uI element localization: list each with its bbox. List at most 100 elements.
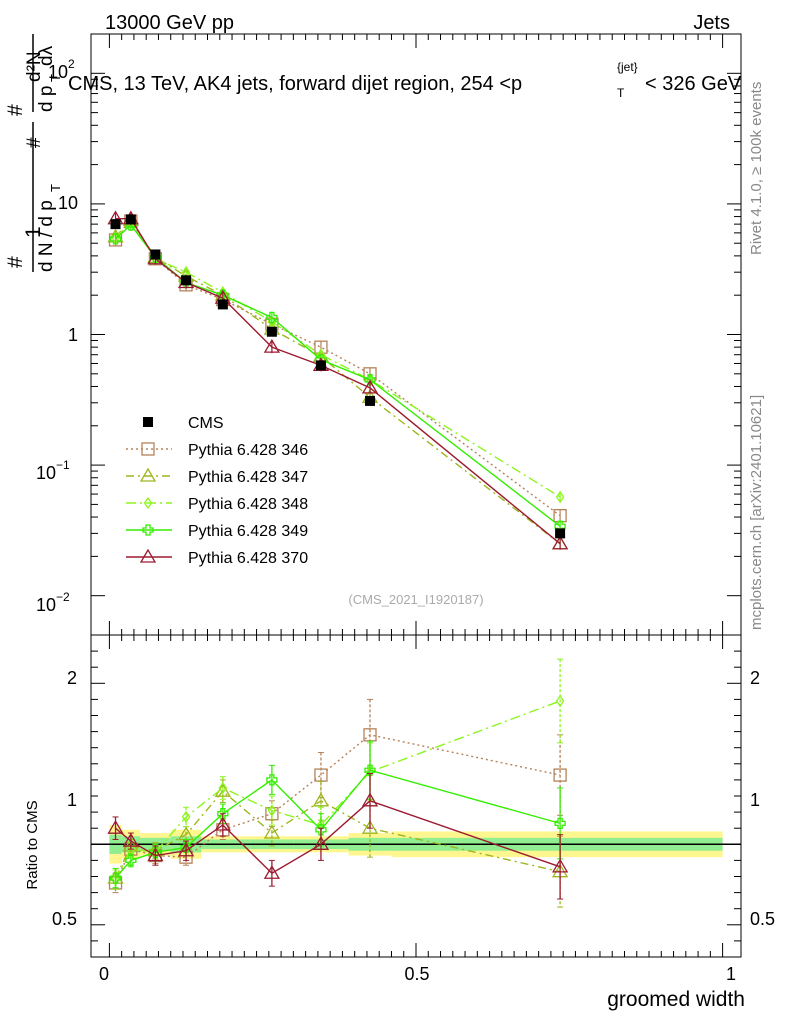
ratio-point <box>217 808 229 820</box>
svg-text:T: T <box>48 184 63 192</box>
series-point <box>263 338 281 353</box>
y-tick-0p01: 10 <box>36 595 56 615</box>
svg-text:d N / d p: d N / d p <box>36 200 57 272</box>
ratio-point <box>109 872 122 884</box>
ratio-point <box>125 854 137 867</box>
chart-title-text: CMS, 13 TeV, AK4 jets, forward dijet reg… <box>68 73 522 95</box>
legend-label-cms: CMS <box>188 415 224 432</box>
legend-marker-1 <box>139 467 157 482</box>
legend-marker-2 <box>143 496 153 510</box>
y-tick-100: 10 <box>48 62 68 82</box>
series-line-0 <box>114 219 561 517</box>
x-axis-label: groomed width <box>607 988 745 1011</box>
legend-label-2: Pythia 6.428 348 <box>188 496 308 513</box>
x-tick-1: 1 <box>726 964 736 984</box>
cms-data-point <box>181 275 192 286</box>
cms-data-point <box>110 219 121 230</box>
ratio-point <box>214 816 231 831</box>
series-line-4 <box>115 218 561 545</box>
ratio-point <box>266 774 278 786</box>
main-frame <box>90 33 742 636</box>
ratio-tick-1-right: 1 <box>750 790 760 810</box>
series-point <box>361 379 379 394</box>
ratio-point <box>312 836 330 850</box>
ratio-point <box>312 792 330 807</box>
svg-text:#: # <box>4 104 27 116</box>
ratio-point <box>181 810 191 824</box>
legend-label-4: Pythia 6.428 370 <box>188 550 308 567</box>
cms-data-point <box>315 360 326 371</box>
rivet-label: Rivet 4.1.0, ≥ 100k events <box>748 82 765 255</box>
series-point <box>555 490 565 504</box>
ratio-tick-0p5-right: 0.5 <box>750 909 775 929</box>
y-tick-10: 10 <box>58 193 78 213</box>
chart-title: CMS, 13 TeV, AK4 jets, forward dijet reg… <box>68 60 742 100</box>
legend-marker-4 <box>139 548 157 563</box>
ratio-point <box>180 841 192 854</box>
y-tick-100-exp: 2 <box>68 57 75 71</box>
svg-text:#: # <box>4 256 27 268</box>
ratio-tick-0p5-left: 0.5 <box>52 909 77 929</box>
header-energy: 13000 GeV pp <box>105 12 234 34</box>
ratio-point <box>553 768 567 782</box>
y-tick-0p1: 10 <box>36 463 56 483</box>
chart-title-sup: {jet} <box>617 60 638 74</box>
cms-data-point <box>365 395 376 406</box>
legend-label-0: Pythia 6.428 346 <box>188 442 308 459</box>
main-panel <box>91 33 741 957</box>
ratio-point <box>554 817 566 830</box>
ratio-panel <box>91 658 741 908</box>
cms-data-point <box>150 249 161 260</box>
legend-marker-0 <box>141 442 155 456</box>
header-jets: Jets <box>693 12 730 34</box>
ratio-line-0 <box>114 734 561 884</box>
ratio-point <box>149 846 162 858</box>
series-line-1 <box>115 219 561 545</box>
ratio-line-3 <box>114 769 561 879</box>
ratio-point <box>555 694 565 708</box>
series-point <box>551 535 569 550</box>
legend-label-1: Pythia 6.428 347 <box>188 469 308 486</box>
series-point <box>109 233 122 245</box>
svg-text:d²N: d²N <box>24 51 45 82</box>
mcplots-label: mcplots.cern.ch [arXiv:2401.10621] <box>748 395 765 630</box>
ratio-point <box>267 804 277 817</box>
series-line-2 <box>115 220 561 498</box>
ratio-point <box>361 819 379 834</box>
chart-title-sub: T <box>617 86 625 100</box>
y-tick-1: 1 <box>68 325 78 345</box>
ratio-point <box>122 837 139 852</box>
legend-marker-3 <box>142 524 154 536</box>
ratio-point <box>218 781 228 795</box>
axis-ticks <box>91 33 741 957</box>
ratio-point <box>107 819 124 834</box>
ratio-tick-1-left: 1 <box>67 790 77 810</box>
legend: CMS Pythia 6.428 346 Pythia 6.428 347 Pythi… <box>126 415 308 567</box>
y-axis-label-main: # 1 d N / d p T # # d²N d p T dλ <box>4 34 63 272</box>
analysis-id: (CMS_2021_I1920187) <box>348 592 483 607</box>
y-axis-label-ratio: Ratio to CMS <box>24 800 41 889</box>
svg-text:dλ: dλ <box>36 45 57 66</box>
main-y-tick-labels: 10 2 10 1 10 −1 10 −2 <box>36 57 78 615</box>
chart-title-end: < 326 GeV <box>645 73 742 95</box>
cms-data-point <box>125 214 136 225</box>
legend-marker-cms <box>143 417 153 427</box>
ratio-point <box>361 792 379 807</box>
x-tick-0p5: 0.5 <box>404 964 429 984</box>
ratio-point <box>263 864 281 879</box>
ratio-tick-2-right: 2 <box>750 668 760 688</box>
series-point <box>266 311 278 324</box>
cms-data-point <box>217 299 228 310</box>
svg-text:d p: d p <box>36 86 57 112</box>
ratio-point <box>364 764 376 776</box>
y-tick-0p01-exp: −2 <box>56 590 70 604</box>
cms-data-point <box>266 326 277 337</box>
ratio-point <box>551 858 569 873</box>
x-tick-0: 0 <box>99 964 109 984</box>
ratio-line-1 <box>114 790 561 879</box>
ratio-point <box>147 847 164 862</box>
svg-text:T: T <box>48 74 63 82</box>
ratio-tick-2-left: 2 <box>67 668 77 688</box>
ratio-frame <box>90 634 742 958</box>
